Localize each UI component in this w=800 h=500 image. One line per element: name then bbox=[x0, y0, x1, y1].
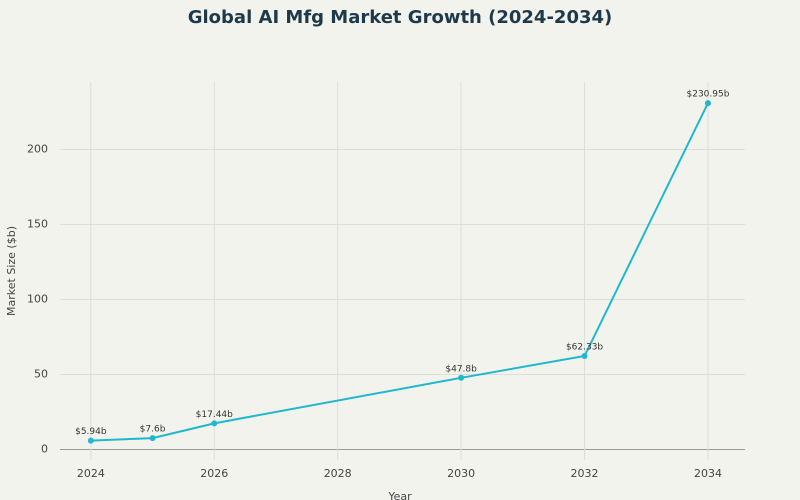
point bbox=[458, 374, 465, 381]
x-tick-label: 2034 bbox=[694, 467, 722, 480]
value-label: $62.33b bbox=[566, 343, 603, 353]
x-tick-label: 2028 bbox=[324, 467, 352, 480]
y-tick-label: 50 bbox=[34, 368, 48, 381]
y-tick-label: 200 bbox=[27, 143, 48, 156]
x-tick-label: 2032 bbox=[571, 467, 599, 480]
x-tick-label: 2026 bbox=[200, 467, 228, 480]
value-label: $5.94b bbox=[75, 427, 107, 437]
value-label: $17.44b bbox=[196, 410, 233, 420]
point bbox=[704, 100, 711, 107]
point bbox=[211, 420, 218, 427]
y-tick-label: 0 bbox=[41, 443, 48, 456]
value-label: $230.95b bbox=[687, 90, 730, 100]
point bbox=[87, 437, 94, 444]
y-axis-label: Market Size ($b) bbox=[5, 226, 18, 316]
y-tick-label: 150 bbox=[27, 218, 48, 231]
point bbox=[149, 435, 156, 442]
value-label: $7.6b bbox=[140, 425, 166, 435]
x-tick-label: 2024 bbox=[77, 467, 105, 480]
x-axis-label: Year bbox=[387, 490, 412, 500]
line bbox=[90, 102, 709, 442]
x-tick-label: 2030 bbox=[447, 467, 475, 480]
point bbox=[581, 353, 588, 360]
value-label: $47.8b bbox=[445, 364, 477, 374]
chart-title: Global AI Mfg Market Growth (2024-2034) bbox=[188, 7, 613, 28]
y-tick-label: 100 bbox=[27, 293, 48, 306]
